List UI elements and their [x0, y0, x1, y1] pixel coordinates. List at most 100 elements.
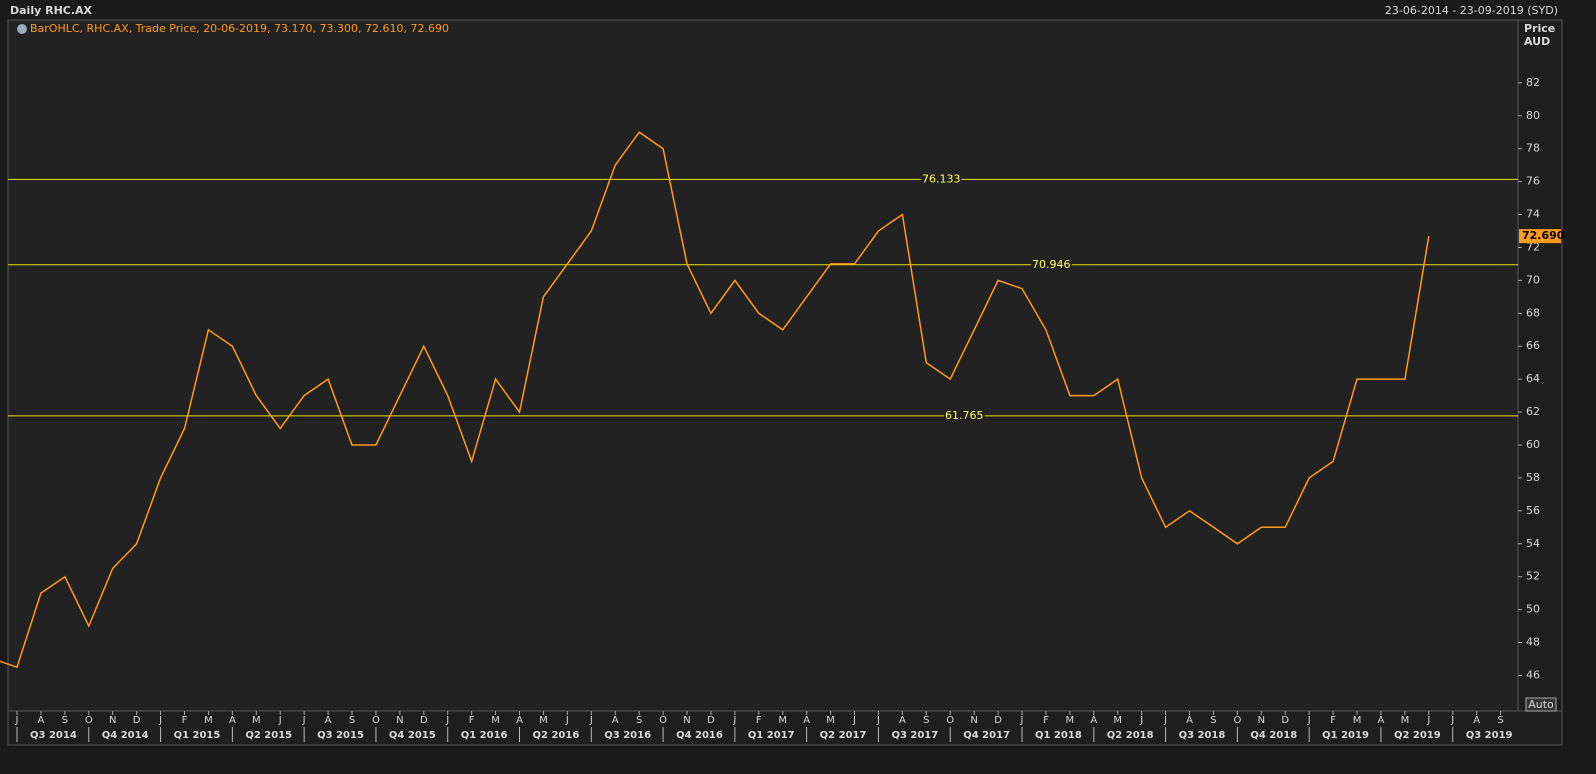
x-tick-label: S [923, 715, 929, 726]
quarter-label: Q1 2017 [748, 730, 795, 741]
y-tick-label: 66 [1526, 339, 1540, 352]
level-label-bg [921, 172, 962, 186]
x-tick-label: N [1258, 715, 1265, 726]
x-tick-label: O [85, 715, 93, 726]
x-tick-label: J [158, 715, 162, 726]
x-tick-label: J [1139, 715, 1143, 726]
price-line [0, 131, 1430, 669]
y-tick-label: 56 [1526, 504, 1540, 517]
x-tick-label: A [1090, 715, 1097, 726]
quarter-label: Q3 2016 [604, 730, 651, 741]
y-tick-label: 48 [1526, 636, 1540, 649]
quarter-label: Q4 2017 [963, 730, 1010, 741]
y-axis-area [1517, 19, 1563, 712]
y-tick-label: 70 [1526, 273, 1540, 286]
x-tick-label: A [325, 715, 332, 726]
x-tick-label: J [1450, 715, 1454, 726]
y-tick-label: 78 [1526, 142, 1540, 155]
x-tick-label: A [612, 715, 619, 726]
x-tick-label: M [204, 715, 213, 726]
level-label: 70.946 [1032, 258, 1071, 271]
x-tick-label: F [756, 715, 762, 726]
y-tick-label: 50 [1526, 603, 1540, 616]
x-tick-label: F [182, 715, 188, 726]
x-tick-label: F [1043, 715, 1049, 726]
x-tick-label: A [516, 715, 523, 726]
y-tick-label: 72 [1526, 240, 1540, 253]
auto-button[interactable] [1525, 697, 1557, 712]
x-tick-label: N [970, 715, 977, 726]
y-axis-label: Price [1524, 22, 1555, 35]
quarter-label: Q4 2018 [1250, 730, 1297, 741]
x-tick-label: J [1426, 715, 1430, 726]
x-tick-label: J [732, 715, 736, 726]
x-tick-label: J [1020, 715, 1024, 726]
y-tick-label: 76 [1526, 175, 1540, 188]
y-tick-label: 62 [1526, 405, 1540, 418]
quarter-label: Q4 2016 [676, 730, 723, 741]
x-tick-label: J [565, 715, 569, 726]
x-tick-label: F [1330, 715, 1336, 726]
quarter-label: Q1 2016 [461, 730, 508, 741]
x-tick-label: J [278, 715, 282, 726]
x-tick-label: D [994, 715, 1002, 726]
x-tick-label: O [372, 715, 380, 726]
legend-text: BarOHLC, RHC.AX, Trade Price, 20-06-2019… [30, 22, 449, 35]
quarter-label: Q1 2018 [1035, 730, 1082, 741]
x-tick-label: N [683, 715, 690, 726]
x-tick-label: O [659, 715, 667, 726]
level-label: 61.765 [945, 409, 984, 422]
x-tick-label: A [1378, 715, 1385, 726]
x-tick-label: A [899, 715, 906, 726]
x-tick-label: D [420, 715, 428, 726]
quarter-label: Q3 2015 [317, 730, 364, 741]
quarter-label: Q3 2018 [1179, 730, 1226, 741]
y-tick-label: 58 [1526, 471, 1540, 484]
x-tick-label: M [826, 715, 835, 726]
x-tick-label: S [636, 715, 642, 726]
x-tick-label: J [1307, 715, 1311, 726]
x-tick-label: M [1066, 715, 1075, 726]
x-tick-label: M [252, 715, 261, 726]
y-tick-label: 74 [1526, 208, 1540, 221]
x-tick-label: J [302, 715, 306, 726]
y-tick-label: 80 [1526, 109, 1540, 122]
x-tick-label: S [1497, 715, 1503, 726]
x-tick-label: J [876, 715, 880, 726]
quarter-label: Q2 2016 [533, 730, 580, 741]
quarter-label: Q4 2015 [389, 730, 436, 741]
x-tick-label: M [778, 715, 787, 726]
level-label-bg [944, 408, 985, 422]
quarter-label: Q4 2014 [102, 730, 149, 741]
quarter-label: Q3 2017 [891, 730, 938, 741]
x-tick-label: J [589, 715, 593, 726]
date-range: 23-06-2014 - 23-09-2019 (SYD) [1385, 4, 1558, 17]
quarter-label: Q2 2019 [1394, 730, 1441, 741]
plot-area [7, 19, 1519, 712]
x-tick-label: F [469, 715, 475, 726]
quarter-label: Q2 2017 [820, 730, 867, 741]
x-tick-label: D [133, 715, 141, 726]
y-tick-label: 60 [1526, 438, 1540, 451]
x-tick-label: D [707, 715, 715, 726]
x-tick-label: M [1353, 715, 1362, 726]
quarter-label: Q2 2015 [245, 730, 292, 741]
x-tick-label: M [539, 715, 548, 726]
y-axis-unit: AUD [1524, 35, 1550, 48]
x-tick-label: M [1401, 715, 1410, 726]
last-price-label: 72.690 [1522, 229, 1565, 242]
y-tick-label: 82 [1526, 76, 1540, 89]
x-tick-label: A [803, 715, 810, 726]
y-tick-label: 46 [1526, 668, 1540, 681]
x-tick-label: A [38, 715, 45, 726]
x-tick-label: M [491, 715, 500, 726]
quarter-label: Q3 2019 [1466, 730, 1513, 741]
x-tick-label: N [109, 715, 116, 726]
quarter-label: Q3 2014 [30, 730, 77, 741]
level-label: 76.133 [922, 172, 961, 185]
y-tick-label: 68 [1526, 306, 1540, 319]
y-tick-label: 52 [1526, 570, 1540, 583]
x-tick-label: S [349, 715, 355, 726]
auto-button-label[interactable]: Auto [1528, 698, 1554, 711]
